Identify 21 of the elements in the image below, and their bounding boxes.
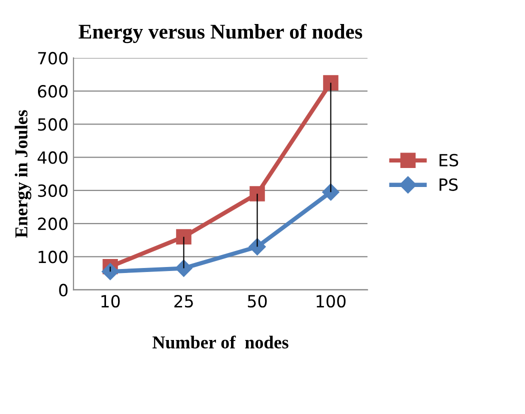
point [250, 186, 265, 202]
point [102, 263, 119, 280]
y-tick-label: 300 [38, 184, 68, 198]
chart-title: Energy versus Number of nodes [78, 24, 362, 44]
y-tick-label: 600 [38, 85, 68, 98]
x-tick-label: 10 [101, 294, 120, 308]
x-tick-label: 50 [248, 294, 267, 308]
y-tick-label: 400 [38, 151, 68, 164]
y-tick-label: 200 [38, 218, 68, 230]
x-tick-label: 100 [316, 294, 346, 308]
x-axis-title: Number of nodes [152, 336, 288, 349]
y-axis-title: Energy in Joules [14, 110, 32, 238]
x-tick-label: 25 [174, 294, 193, 308]
point [176, 229, 192, 244]
y-tick-label: 700 [38, 52, 68, 65]
legend-label: PS [440, 178, 458, 191]
point [323, 75, 338, 90]
y-tick-label: 0 [59, 284, 68, 296]
y-tick-label: 500 [38, 118, 68, 131]
y-tick-label: 100 [38, 250, 68, 264]
legend-label: ES [440, 154, 458, 166]
